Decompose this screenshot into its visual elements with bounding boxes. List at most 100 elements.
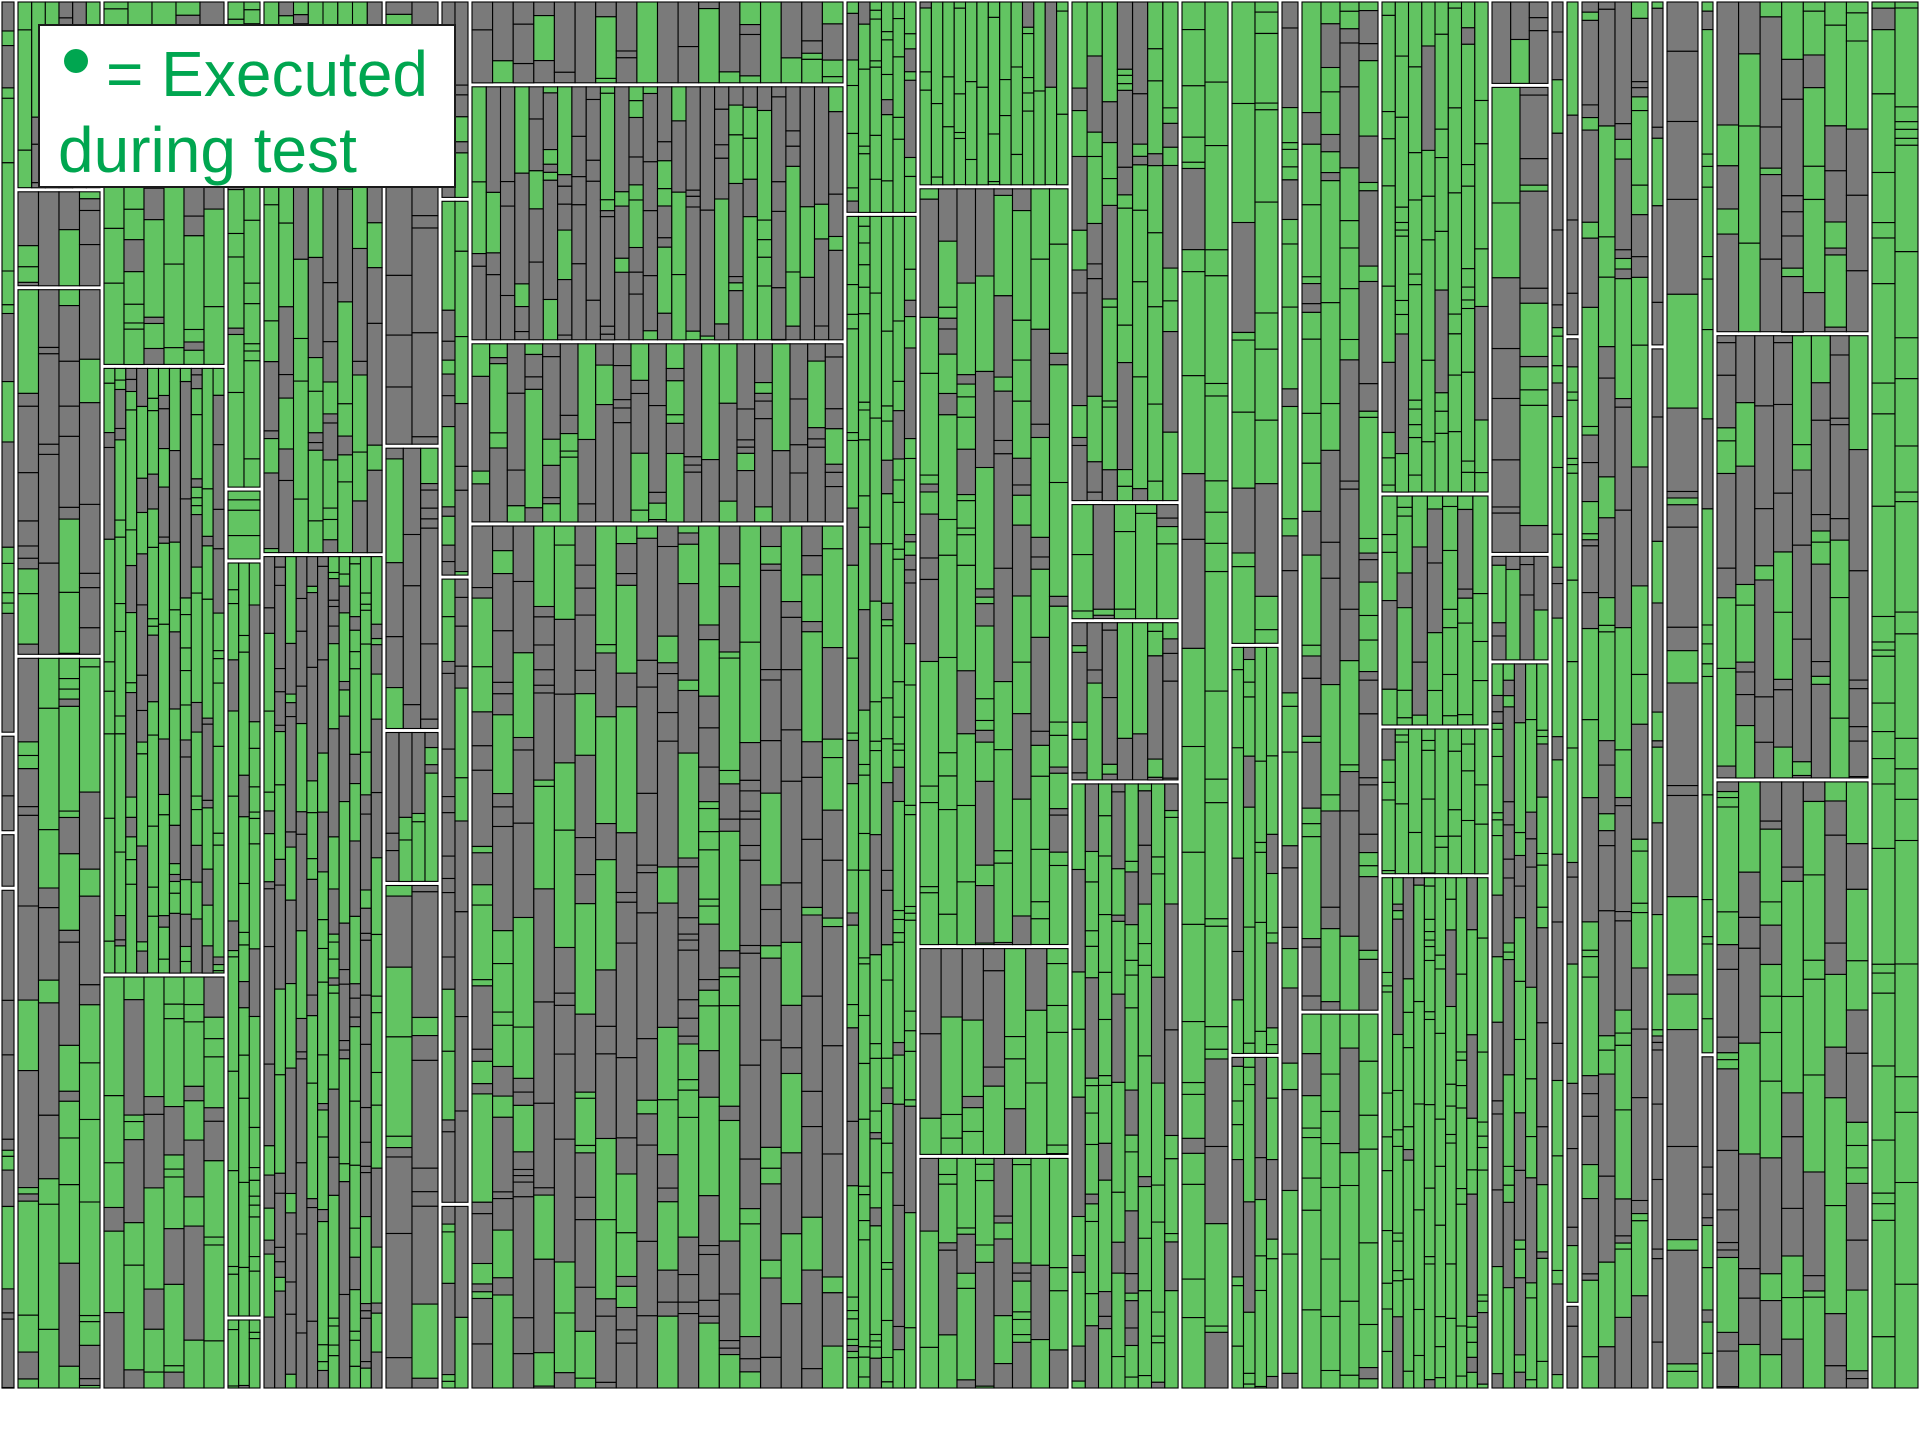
code-unit-cell — [58, 289, 81, 307]
code-unit-cell — [1242, 1201, 1256, 1313]
code-unit-cell — [147, 508, 160, 548]
code-unit-cell — [1551, 335, 1564, 367]
code-unit-cell — [1301, 338, 1322, 414]
code-unit-cell — [754, 382, 773, 394]
code-unit-cell — [284, 899, 297, 985]
code-unit-cell — [1810, 661, 1831, 677]
code-unit-cell — [227, 1319, 240, 1331]
code-unit-cell — [136, 753, 149, 847]
code-unit-cell — [203, 306, 225, 365]
code-unit-cell — [974, 1385, 995, 1389]
code-unit-cell — [183, 215, 205, 237]
code-unit-cell — [1701, 186, 1714, 258]
code-unit-cell — [1381, 877, 1394, 974]
code-unit-cell — [441, 956, 456, 990]
code-unit-cell — [1894, 378, 1919, 447]
code-unit-cell — [1394, 333, 1410, 455]
code-unit-cell — [370, 673, 383, 720]
code-unit-cell — [595, 1315, 617, 1383]
code-unit-cell — [1701, 329, 1714, 420]
code-unit-cell — [974, 466, 995, 590]
code-unit-cell — [284, 1067, 297, 1195]
code-unit-cell — [351, 451, 368, 502]
code-unit-cell — [402, 533, 422, 587]
code-unit-cell — [201, 807, 214, 870]
code-unit-cell — [58, 518, 81, 593]
code-unit-cell — [1281, 179, 1299, 221]
code-unit-cell — [1358, 181, 1379, 192]
code-unit-cell — [1204, 1145, 1229, 1225]
code-unit-cell — [1113, 504, 1137, 533]
code-unit-cell — [190, 414, 203, 480]
code-unit-cell — [1381, 1136, 1394, 1172]
code-unit-cell — [1871, 7, 1896, 31]
code-unit-cell — [1358, 43, 1379, 62]
code-unit-cell — [1824, 1365, 1848, 1389]
code-unit-cell — [1071, 1345, 1086, 1382]
code-unit-cell — [1536, 1251, 1549, 1259]
code-unit-cell — [1581, 1115, 1600, 1166]
code-unit-cell — [1701, 936, 1714, 945]
code-unit-cell — [1071, 738, 1088, 774]
code-unit-cell — [114, 439, 127, 521]
code-unit-cell — [524, 388, 544, 509]
code-unit-cell — [1525, 866, 1538, 988]
code-unit-cell — [771, 86, 787, 98]
code-unit-cell — [278, 306, 295, 376]
code-unit-cell — [1716, 1052, 1740, 1061]
code-unit-cell — [1392, 1033, 1404, 1092]
code-unit-cell — [125, 367, 138, 380]
code-unit-cell — [553, 946, 576, 994]
code-unit-cell — [1423, 946, 1436, 962]
code-unit-cell — [1301, 303, 1322, 313]
code-unit-cell — [385, 850, 400, 882]
code-unit-cell — [964, 1, 978, 83]
code-unit-cell — [1630, 184, 1649, 216]
code-unit-cell — [349, 997, 362, 1018]
code-unit-cell — [248, 1195, 261, 1206]
code-unit-cell — [1339, 247, 1360, 290]
code-unit-cell — [1551, 617, 1564, 738]
code-unit-cell — [718, 1340, 741, 1349]
code-unit-cell — [771, 287, 787, 341]
code-unit-cell — [1392, 1270, 1404, 1282]
code-unit-cell — [846, 59, 860, 87]
code-unit-cell — [1528, 30, 1549, 84]
code-unit-cell — [1358, 60, 1379, 137]
code-unit-cell — [1320, 1, 1341, 25]
code-unit-cell — [1011, 524, 1032, 597]
code-unit-cell — [1614, 1009, 1633, 1034]
code-unit-cell — [1265, 1375, 1279, 1389]
code-unit-cell — [1630, 256, 1649, 278]
code-unit-cell — [1781, 995, 1804, 1094]
code-unit-cell — [1824, 942, 1848, 976]
code-unit-cell — [227, 1, 245, 20]
code-unit-cell — [1132, 164, 1149, 211]
code-unit-cell — [512, 1181, 535, 1198]
code-unit-cell — [648, 502, 667, 521]
code-unit-cell — [799, 86, 816, 208]
code-unit-cell — [203, 1107, 225, 1122]
code-unit-cell — [295, 597, 308, 632]
code-unit-cell — [1551, 1374, 1564, 1389]
code-unit-cell — [1394, 299, 1410, 316]
code-unit-cell — [1111, 993, 1126, 1083]
code-unit-cell — [327, 992, 340, 1090]
code-unit-cell — [974, 275, 995, 372]
code-unit-cell — [1476, 1051, 1489, 1123]
code-unit-cell — [1231, 646, 1245, 671]
code-unit-cell — [1301, 283, 1322, 305]
code-unit-cell — [1281, 751, 1299, 847]
code-unit-cell — [656, 312, 673, 341]
code-unit-cell — [1701, 418, 1714, 510]
code-unit-cell — [441, 515, 456, 546]
code-unit-cell — [1597, 125, 1616, 238]
code-unit-cell — [1566, 1, 1579, 116]
code-unit-cell — [238, 651, 250, 776]
code-unit-cell — [1204, 249, 1229, 277]
code-unit-cell — [1423, 918, 1436, 933]
code-unit-cell — [1773, 335, 1794, 344]
code-unit-cell — [1894, 1283, 1919, 1389]
code-unit-cell — [201, 367, 214, 490]
code-unit-cell — [760, 1167, 782, 1185]
